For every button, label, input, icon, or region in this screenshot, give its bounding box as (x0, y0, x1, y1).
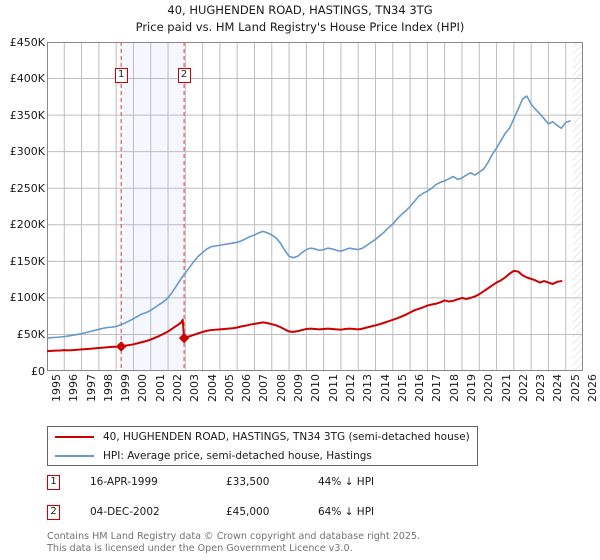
x-tick-label: 1999 (119, 374, 133, 402)
x-tick-label: 2022 (516, 374, 530, 402)
x-tick-label: 2002 (171, 374, 185, 402)
y-tick-label: £250K (9, 181, 45, 195)
x-tick-label: 1996 (67, 374, 81, 402)
transaction-row-1[interactable]: 1 16-APR-1999 £33,500 44% ↓ HPI (47, 473, 527, 503)
transaction-hpi-delta-1: 44% ↓ HPI (318, 476, 375, 488)
x-tick-label: 2026 (586, 374, 599, 402)
x-tick-label: 2010 (309, 374, 323, 402)
x-tick-label: 2016 (413, 374, 427, 402)
x-tick-label: 2003 (188, 374, 202, 402)
page-title: 40, HUGHENDEN ROAD, HASTINGS, TN34 3TG (167, 3, 433, 17)
x-tick-label: 2000 (136, 374, 150, 402)
chart-transaction-flag[interactable]: 1 (114, 68, 128, 83)
chart-legend: 40, HUGHENDEN ROAD, HASTINGS, TN34 3TG (… (47, 426, 478, 466)
transaction-list: 1 16-APR-1999 £33,500 44% ↓ HPI 2 04-DEC… (47, 473, 527, 533)
y-tick-label: £450K (9, 35, 45, 49)
y-axis: £0 £50K £100K £150K £200K £250K £300K £350K £400… (0, 37, 45, 377)
transaction-badge-1: 1 (47, 475, 60, 490)
x-axis: 1995 1996 1997 1998 1999 2000 2001 2002 2003 2004… (47, 374, 599, 418)
x-tick-label: 2018 (447, 374, 461, 402)
y-tick-label: £150K (9, 254, 45, 268)
chart-title-block: 40, HUGHENDEN ROAD, HASTINGS, TN34 3TG P… (0, 2, 600, 36)
x-tick-label: 1997 (84, 374, 98, 402)
x-tick-label: 2007 (257, 374, 271, 402)
x-tick-label: 2025 (568, 374, 582, 402)
legend-item-hpi: HPI: Average price, semi-detached house,… (48, 446, 477, 465)
x-tick-label: 2014 (378, 374, 392, 402)
x-tick-label: 2011 (326, 374, 340, 402)
chart-transaction-flag[interactable]: 2 (177, 68, 191, 83)
x-tick-label: 1995 (50, 374, 63, 402)
y-tick-label: £50K (16, 327, 45, 341)
y-tick-label: £400K (9, 72, 45, 86)
transaction-date-2: 04-DEC-2002 (90, 506, 160, 518)
transaction-price-2: £45,000 (226, 506, 270, 518)
x-tick-label: 2020 (482, 374, 496, 402)
legend-swatch-hpi (55, 454, 94, 457)
x-tick-label: 2021 (499, 374, 513, 402)
x-tick-label: 2008 (274, 374, 288, 402)
x-tick-label: 2006 (240, 374, 254, 402)
x-tick-label: 2015 (395, 374, 409, 402)
y-tick-label: £200K (9, 218, 45, 232)
page-subtitle: Price paid vs. HM Land Registry's House … (135, 20, 465, 34)
x-tick-label: 1998 (101, 374, 115, 402)
x-tick-label: 2012 (343, 374, 357, 402)
price-history-line-chart (47, 42, 583, 371)
legend-label-property: 40, HUGHENDEN ROAD, HASTINGS, TN34 3TG (… (103, 430, 470, 443)
x-tick-label: 2009 (292, 374, 306, 402)
y-tick-label: £300K (9, 145, 45, 159)
x-tick-label: 2005 (222, 374, 236, 402)
transaction-row-2[interactable]: 2 04-DEC-2002 £45,000 64% ↓ HPI (47, 503, 527, 533)
legend-label-hpi: HPI: Average price, semi-detached house,… (103, 449, 372, 462)
x-tick-label: 2017 (430, 374, 444, 402)
footer-line-1: Contains HM Land Registry data © Crown c… (47, 531, 421, 542)
footer-attribution: Contains HM Land Registry data © Crown c… (47, 531, 567, 554)
footer-line-2: This data is licensed under the Open Gov… (47, 542, 353, 554)
y-tick-label: £100K (9, 291, 45, 305)
x-tick-label: 2001 (153, 374, 167, 402)
x-tick-label: 2019 (464, 374, 478, 402)
transaction-date-1: 16-APR-1999 (90, 476, 158, 488)
transaction-hpi-delta-2: 64% ↓ HPI (318, 506, 375, 518)
legend-swatch-property (55, 435, 94, 438)
transaction-badge-2: 2 (47, 505, 60, 520)
y-tick-label: £0 (31, 364, 45, 378)
transaction-price-1: £33,500 (226, 476, 270, 488)
y-tick-label: £350K (9, 108, 45, 122)
x-tick-label: 2024 (551, 374, 565, 402)
x-tick-label: 2023 (534, 374, 548, 402)
x-tick-label: 2004 (205, 374, 219, 402)
x-tick-label: 2013 (361, 374, 375, 402)
legend-item-property: 40, HUGHENDEN ROAD, HASTINGS, TN34 3TG (… (48, 427, 477, 446)
